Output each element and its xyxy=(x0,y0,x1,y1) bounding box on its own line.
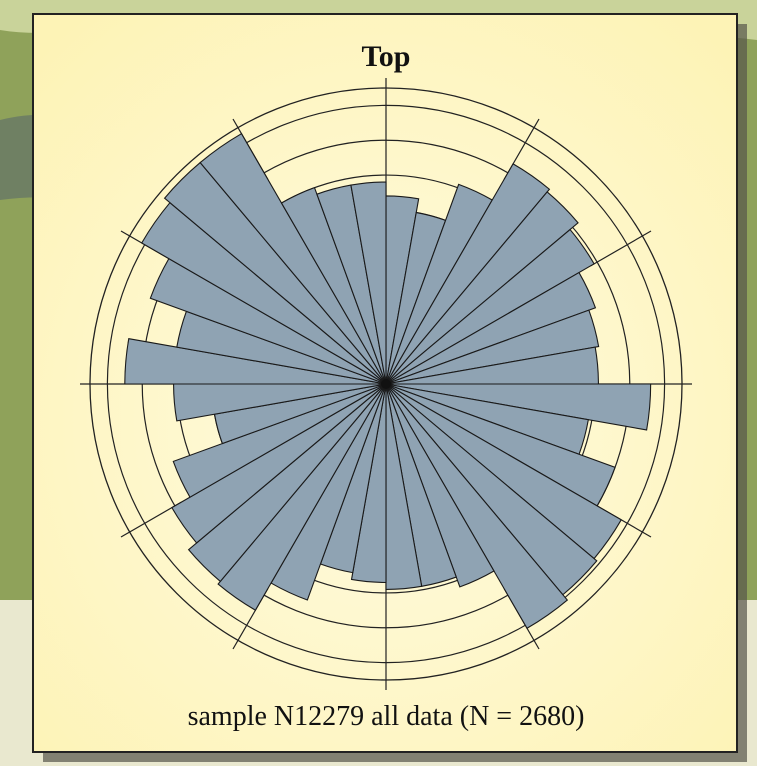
caption: sample N12279 all data (N = 2680) xyxy=(188,701,585,732)
chart-title: Top xyxy=(362,40,411,73)
center-dot xyxy=(381,379,391,389)
screen: Top sample N12279 all data (N = 2680) xyxy=(0,0,757,766)
page: {"chart_data": {"type": "rose", "title":… xyxy=(0,0,757,766)
